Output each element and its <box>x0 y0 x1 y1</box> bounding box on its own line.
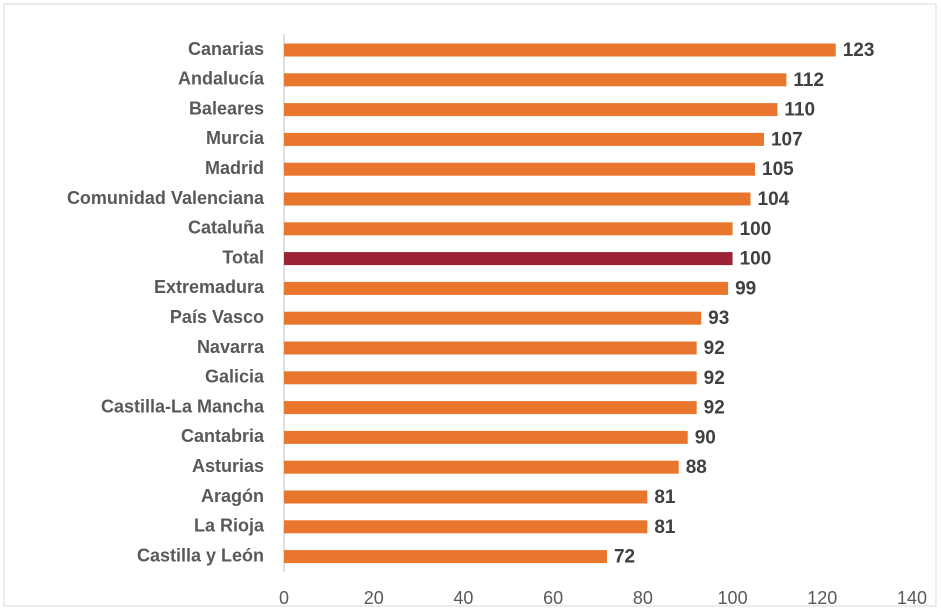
y-tick-label: Madrid <box>205 158 264 178</box>
bar <box>284 520 648 534</box>
bar <box>284 252 733 266</box>
data-label: 72 <box>614 547 635 568</box>
y-tick-label: Baleares <box>189 98 264 118</box>
data-label: 100 <box>740 249 772 270</box>
x-tick-label: 120 <box>807 588 837 608</box>
bar <box>284 401 697 415</box>
data-label: 99 <box>735 278 756 299</box>
chart-frame <box>3 3 937 607</box>
bar <box>284 222 733 236</box>
x-tick-label: 20 <box>364 588 384 608</box>
bar <box>284 162 755 176</box>
y-tick-label: Extremadura <box>154 277 265 297</box>
data-label: 107 <box>771 129 803 150</box>
x-tick-label: 60 <box>543 588 563 608</box>
y-tick-label: Cantabria <box>181 426 265 446</box>
data-label: 110 <box>784 100 815 121</box>
data-label: 104 <box>758 189 790 210</box>
bar <box>284 460 679 474</box>
bar <box>284 490 648 504</box>
y-tick-label: Galicia <box>205 367 265 387</box>
y-tick-label: Cataluña <box>188 218 265 238</box>
y-tick-label: Canarias <box>188 39 264 59</box>
data-label: 112 <box>793 70 824 91</box>
x-tick-label: 40 <box>453 588 473 608</box>
x-tick-label: 100 <box>718 588 748 608</box>
y-tick-label: Aragón <box>201 486 264 506</box>
data-label: 90 <box>695 427 716 448</box>
data-label: 92 <box>704 398 725 419</box>
bar <box>284 103 778 117</box>
x-tick-label: 0 <box>279 588 289 608</box>
x-tick-label: 140 <box>897 588 927 608</box>
bar <box>284 341 697 355</box>
y-tick-label: Murcia <box>206 128 265 148</box>
y-tick-label: Castilla y León <box>137 545 264 565</box>
data-label: 93 <box>708 308 729 329</box>
bar <box>284 430 688 444</box>
y-tick-label: Castilla-La Mancha <box>101 396 265 416</box>
bar <box>284 132 764 146</box>
bar <box>284 43 836 57</box>
data-label: 81 <box>654 487 676 508</box>
data-label: 123 <box>843 40 875 61</box>
y-tick-label: Comunidad Valenciana <box>67 188 265 208</box>
y-tick-label: Navarra <box>197 337 265 357</box>
bar <box>284 550 607 564</box>
bar <box>284 192 751 206</box>
data-label: 100 <box>740 219 772 240</box>
bar <box>284 73 787 87</box>
data-label: 81 <box>654 517 676 538</box>
bar <box>284 281 729 295</box>
bar <box>284 311 702 325</box>
bar <box>284 371 697 385</box>
x-tick-label: 80 <box>633 588 653 608</box>
y-tick-label: Total <box>222 247 264 267</box>
data-label: 105 <box>762 159 794 180</box>
data-label: 92 <box>704 368 725 389</box>
y-tick-label: La Rioja <box>194 516 265 536</box>
y-tick-label: Asturias <box>192 456 264 476</box>
y-tick-label: Andalucía <box>178 69 265 89</box>
y-tick-label: País Vasco <box>170 307 264 327</box>
data-label: 88 <box>686 457 707 478</box>
data-label: 92 <box>704 338 725 359</box>
